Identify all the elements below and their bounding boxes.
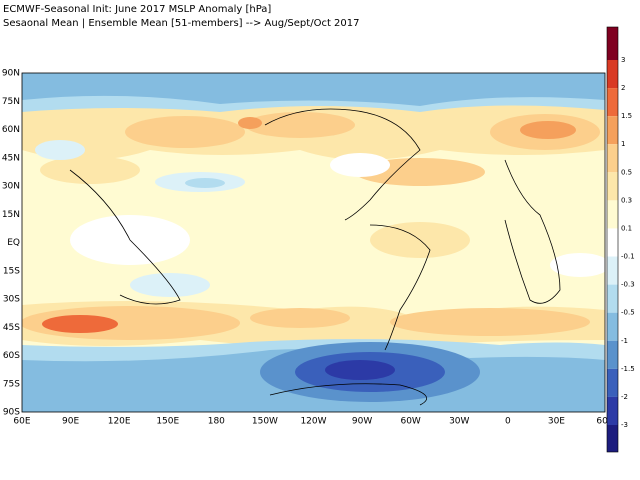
colorbar-label: -0.3 — [621, 281, 635, 289]
colorbar-label: 0.1 — [621, 224, 632, 232]
colorbar-label: -0.5 — [621, 309, 635, 317]
title-line: Sesaonal Mean | Ensemble Mean [51-member… — [3, 18, 360, 29]
lon-label: 120W — [300, 417, 326, 427]
map-frame — [21, 72, 606, 413]
colorbar-label: 0.5 — [621, 168, 632, 176]
lon-label: 30E — [548, 417, 565, 427]
colorbar-segment — [607, 312, 618, 341]
lat-label: 15S — [3, 266, 20, 276]
colorbar-label: 1.5 — [621, 112, 632, 120]
colorbar-segment — [607, 256, 618, 285]
lat-label: 30N — [2, 182, 20, 192]
colorbar-label: 2 — [621, 84, 625, 92]
colorbar-label: -1.5 — [621, 365, 635, 373]
lon-label: 60W — [400, 417, 420, 427]
colorbar-label: -2 — [621, 393, 628, 401]
colorbar-segment — [607, 172, 618, 201]
lon-label: 150E — [156, 417, 179, 427]
colorbar-segment — [607, 27, 618, 60]
colorbar-label: -0.1 — [621, 253, 635, 261]
colorbar-segment — [607, 200, 618, 229]
lat-label: 90N — [2, 69, 20, 79]
colorbar-segment — [607, 368, 618, 397]
lat-label: 75S — [3, 379, 20, 389]
lon-label: 0 — [505, 417, 511, 427]
lon-label: 30W — [449, 417, 469, 427]
lat-label: 15N — [2, 210, 20, 220]
colorbar-segment — [607, 284, 618, 313]
colorbar-segment — [607, 144, 618, 173]
colorbar-frame — [606, 26, 619, 453]
colorbar-segment — [607, 340, 618, 369]
colorbar-segment — [607, 88, 618, 117]
lon-label: 60E — [596, 417, 613, 427]
colorbar-segment — [607, 425, 618, 452]
lat-label: 45N — [2, 153, 20, 163]
colorbar-label: 0.3 — [621, 196, 632, 204]
lon-label: 150W — [252, 417, 278, 427]
title-line: ECMWF-Seasonal Init: June 2017 MSLP Anom… — [3, 4, 271, 15]
lon-label: 90W — [352, 417, 372, 427]
lon-label: 60E — [13, 417, 30, 427]
colorbar-segment — [607, 60, 618, 89]
colorbar-segment — [607, 396, 618, 425]
colorbar-label: 3 — [621, 56, 625, 64]
lat-label: 75N — [2, 97, 20, 107]
lon-label: 90E — [62, 417, 79, 427]
colorbar-segment — [607, 116, 618, 145]
lat-label: 60S — [3, 351, 20, 361]
colorbar-label: -3 — [621, 421, 628, 429]
colorbar-label: 1 — [621, 140, 625, 148]
map — [22, 73, 605, 412]
lat-label: 90S — [3, 408, 20, 418]
colorbar-segment — [607, 228, 618, 257]
lat-label: EQ — [7, 238, 20, 248]
lat-label: 45S — [3, 323, 20, 333]
lat-label: 30S — [3, 295, 20, 305]
lat-label: 60N — [2, 125, 20, 135]
colorbar-label: -1 — [621, 337, 628, 345]
lon-label: 120E — [108, 417, 131, 427]
lon-label: 180 — [208, 417, 225, 427]
